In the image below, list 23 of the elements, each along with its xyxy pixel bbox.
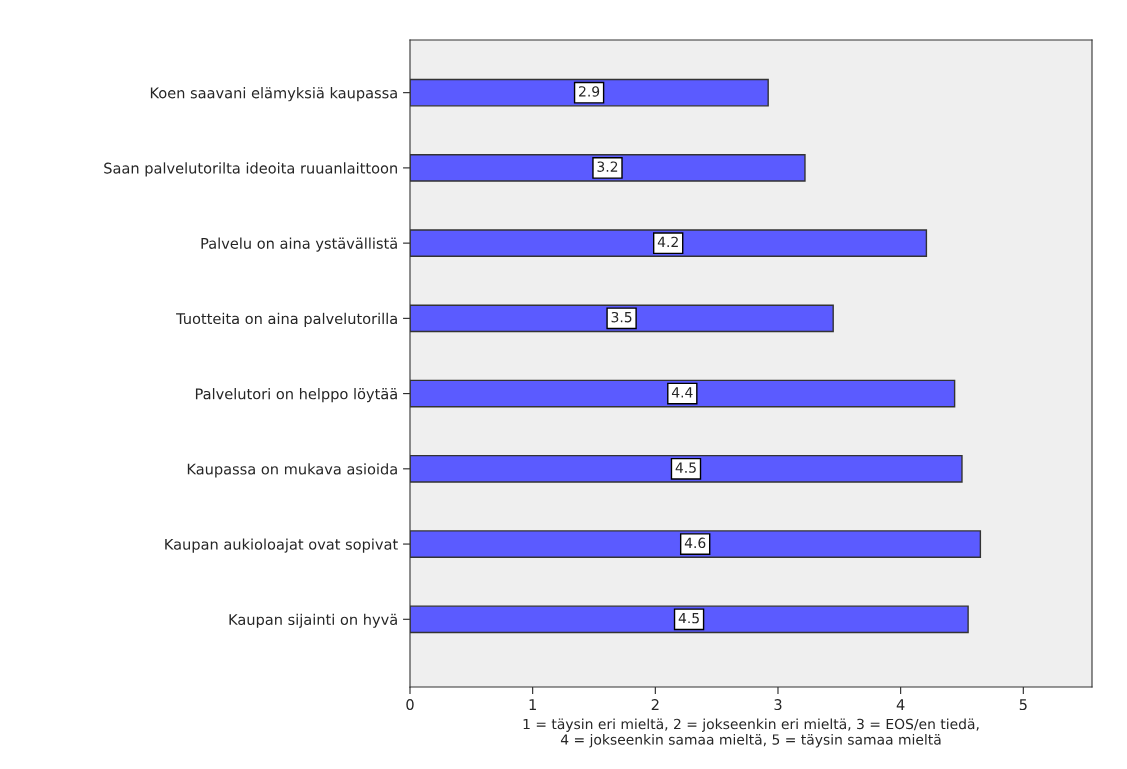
x-tick-label: 4 — [896, 699, 905, 710]
y-tick-label: Kaupan sijainti on hyvä — [229, 613, 397, 628]
data-label: 4.2 — [657, 236, 678, 247]
y-tick-label: Kaupassa on mukava asioida — [187, 463, 397, 478]
x-tick-label: 3 — [774, 699, 782, 711]
data-label: 4.4 — [671, 387, 693, 398]
x-tick-label: 0 — [406, 699, 414, 711]
y-tick-label: Saan palvelutorilta ideoita ruuanlaittoon — [104, 162, 397, 177]
data-label: 3.5 — [611, 311, 632, 323]
data-label: 4.5 — [678, 613, 699, 624]
y-tick-label: Kaupan aukioloajat ovat sopivat — [165, 538, 398, 553]
data-label: 4.6 — [684, 537, 706, 549]
data-label: 2.9 — [579, 86, 600, 97]
x-axis-title: 1 = täysin eri mieltä, 2 = jokseenkin eri mieltä, 3 = EOS/en tiedä, 4 = jokseenkin samaa mieltä, 5 = täysin samaa mieltä — [523, 718, 979, 748]
y-tick-label: Palvelutori on helppo löytää — [195, 388, 397, 403]
y-tick-label: Palvelu on aina ystävällistä — [201, 237, 397, 252]
data-label: 4.5 — [675, 462, 696, 473]
x-tick-label: 2 — [651, 699, 659, 710]
x-tick-label: 1 — [529, 699, 536, 710]
data-label: 3.2 — [597, 161, 618, 172]
x-tick-label: 5 — [1019, 699, 1027, 711]
y-tick-label: Tuotteita on aina palvelutorilla — [176, 312, 397, 327]
y-tick-label: Koen saavani elämyksiä kaupassa — [150, 87, 397, 102]
